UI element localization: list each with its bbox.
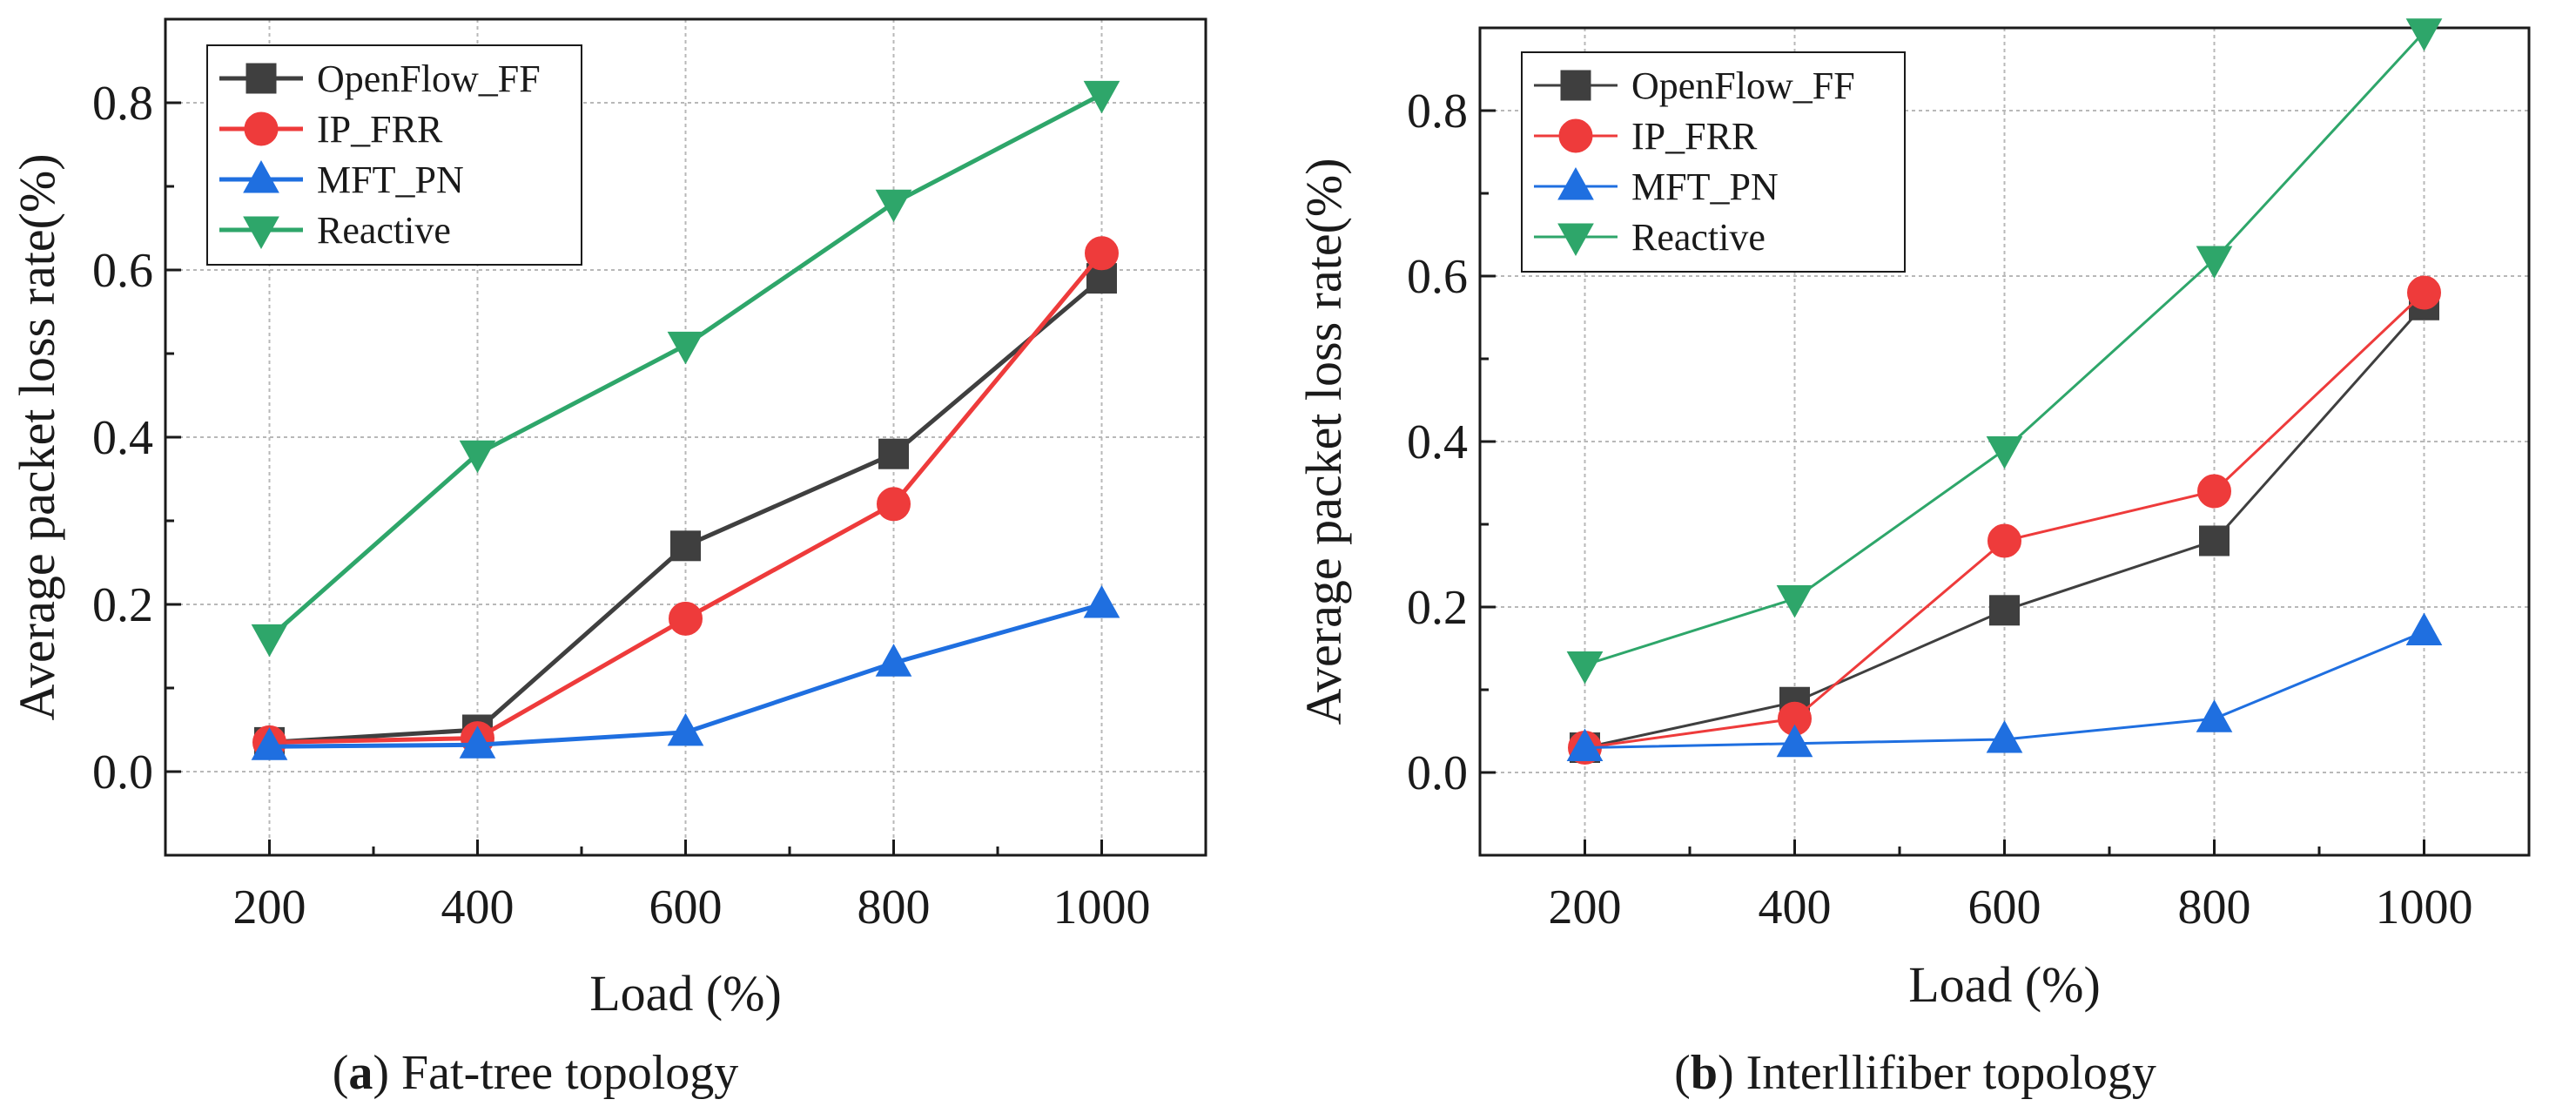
y-tick-label: 0.8 [92, 77, 153, 131]
data-point-reactive [875, 189, 912, 223]
series-line-ip-frr [1584, 291, 2425, 749]
data-point-ip-frr [1085, 236, 1119, 271]
legend-marker [245, 63, 277, 94]
data-point-mft-pn [875, 644, 912, 677]
data-point-reactive [251, 624, 288, 658]
y-tick-label: 0.2 [1407, 581, 1468, 635]
x-tick-label: 400 [441, 880, 515, 934]
data-point-ip-frr [877, 487, 911, 522]
y-tick-label: 0.0 [92, 745, 153, 799]
legend-marker [243, 159, 279, 193]
x-tick-label: 800 [2178, 880, 2251, 934]
legend-label: OpenFlow_FF [1631, 64, 1855, 107]
data-point-openflow-ff [878, 438, 909, 469]
data-point-mft-pn [667, 712, 704, 746]
x-tick-label: 400 [1759, 880, 1832, 934]
y-axis-label: Average packet loss rate(%) [9, 153, 65, 720]
legend-label: Reactive [1631, 216, 1766, 259]
legend-marker [244, 111, 279, 146]
legend-marker [1560, 70, 1591, 101]
y-tick-label: 0.4 [1407, 415, 1468, 469]
data-point-mft-pn [459, 725, 496, 759]
legend-marker [243, 216, 279, 250]
legend-label: OpenFlow_FF [317, 57, 541, 100]
y-axis-label: Average packet loss rate(%) [1295, 158, 1352, 725]
data-point-mft-pn [2196, 699, 2233, 732]
data-point-mft-pn [1986, 719, 2023, 753]
legend-marker [1557, 223, 1594, 257]
data-point-reactive [2196, 246, 2233, 280]
data-point-reactive [1986, 436, 2023, 469]
data-point-mft-pn [251, 727, 288, 760]
caption-a-letter: a [348, 1046, 373, 1100]
x-tick-label: 200 [233, 880, 306, 934]
data-point-reactive [459, 440, 496, 474]
y-tick-label: 0.6 [1407, 250, 1468, 304]
caption-b-text: Interllifiber topology [1746, 1046, 2156, 1100]
data-point-reactive [1776, 585, 1813, 618]
legend-label: MFT_PN [317, 159, 464, 201]
chart-panel-interllifiber: 200 400 600 800 1000 0.0 0.2 0.4 0.6 0.8 Load (%) A… [1295, 18, 2531, 1013]
y-tick-label: 0.8 [1407, 84, 1468, 138]
data-point-reactive [1566, 651, 1604, 685]
caption-a: (a) Fat-tree topology [333, 1046, 739, 1100]
caption-a-text: Fat-tree topology [401, 1046, 738, 1100]
caption-b: (b) Interllifiber topology [1674, 1046, 2156, 1100]
chart-panel-fat-tree: 200 400 600 800 1000 0.0 0.2 0.4 0.6 0.8 Load (%) A… [9, 17, 1207, 1022]
x-axis-label: Load (%) [1908, 956, 2101, 1013]
legend-label: IP_FRR [1631, 115, 1758, 158]
data-point-ip-frr [669, 601, 703, 636]
legend-label: Reactive [317, 209, 451, 252]
y-tick-label: 0.2 [92, 578, 153, 632]
data-point-mft-pn [1083, 584, 1120, 618]
legend-marker [1557, 166, 1594, 200]
x-tick-label: 200 [1549, 880, 1622, 934]
data-point-ip-frr [2407, 275, 2441, 310]
caption-b-letter: b [1691, 1046, 1718, 1100]
legend-label: MFT_PN [1631, 165, 1779, 208]
x-axis-label: Load (%) [589, 965, 782, 1022]
data-point-reactive [667, 331, 704, 365]
x-tick-label: 800 [858, 880, 931, 934]
data-point-mft-pn [2405, 612, 2443, 645]
data-point-mft-pn [1566, 728, 1604, 761]
legend-label: IP_FRR [317, 108, 443, 151]
x-tick-label: 600 [649, 880, 723, 934]
data-point-ip-frr [1987, 523, 2021, 558]
data-point-openflow-ff [1989, 595, 2020, 626]
data-point-reactive [1083, 80, 1120, 114]
data-point-reactive [2405, 18, 2443, 51]
y-tick-label: 0.0 [1407, 746, 1468, 800]
legend-marker [1558, 118, 1593, 153]
x-tick-label: 1000 [2376, 880, 2473, 934]
y-tick-label: 0.4 [92, 411, 153, 465]
data-point-mft-pn [1776, 724, 1813, 758]
y-tick-label: 0.6 [92, 244, 153, 298]
data-point-ip-frr [2197, 474, 2231, 509]
x-tick-label: 600 [1968, 880, 2041, 934]
data-point-openflow-ff [2199, 525, 2230, 556]
x-tick-label: 1000 [1053, 880, 1151, 934]
data-point-openflow-ff [670, 530, 701, 562]
